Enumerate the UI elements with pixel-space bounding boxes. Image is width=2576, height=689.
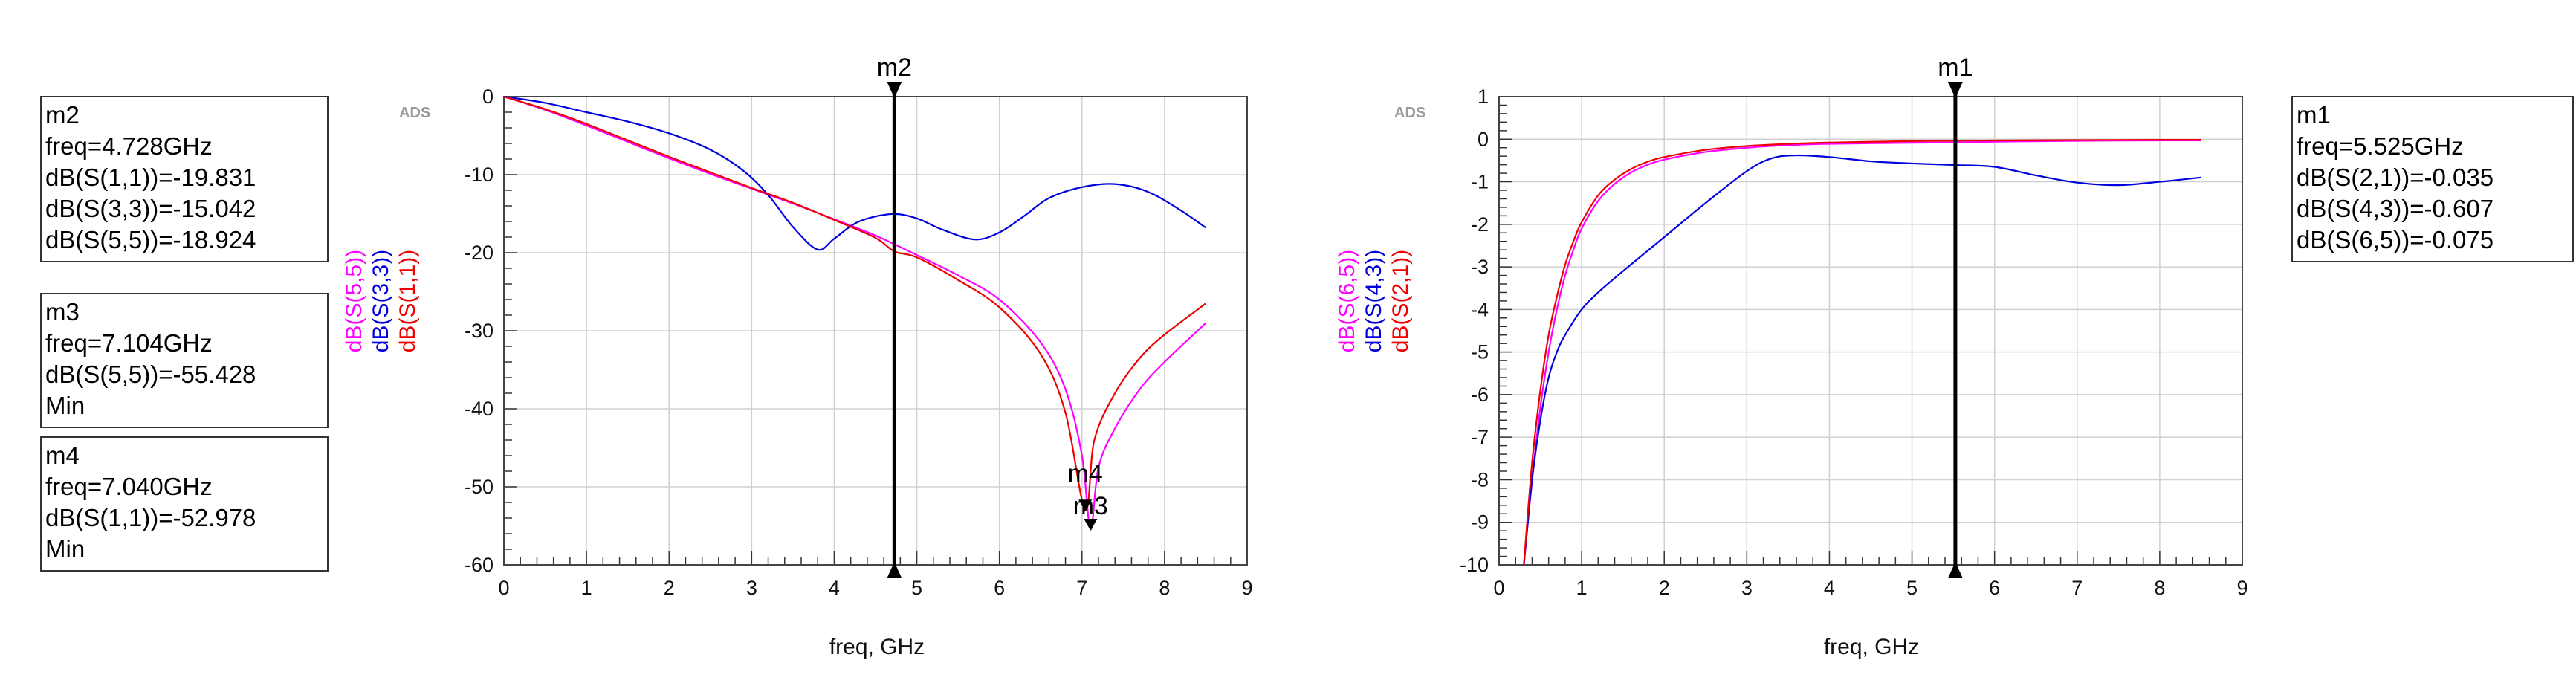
y-tick-label: -10 <box>1460 554 1489 576</box>
y-tick-label: -50 <box>465 476 493 498</box>
marker-readout-m2: m2 freq=4.728GHz dB(S(1,1))=-19.831 dB(S(3,… <box>40 96 329 262</box>
readout-line: freq=4.728GHz <box>45 132 213 160</box>
y-tick-label: -30 <box>465 320 493 342</box>
marker-handle-bottom[interactable] <box>1947 562 1963 578</box>
readout-line: m1 <box>2297 101 2331 129</box>
x-tick-label: 3 <box>746 577 757 599</box>
legend-entry: dB(S(3,3)) <box>369 250 393 352</box>
x-tick-label: 0 <box>1493 577 1504 599</box>
y-tick-label: -9 <box>1471 511 1489 534</box>
readout-box <box>40 293 329 428</box>
y-tick-label: -4 <box>1471 298 1489 320</box>
y-tick-label: -5 <box>1471 341 1489 363</box>
x-tick-label: 6 <box>994 577 1005 599</box>
marker-readout-m4: m4 freq=7.040GHz dB(S(1,1))=-52.978 Min <box>40 436 329 572</box>
x-tick-label: 9 <box>2236 577 2247 599</box>
x-tick-label: 5 <box>1906 577 1918 599</box>
readout-line: m2 <box>45 101 80 129</box>
legend-entry: dB(S(6,5)) <box>1335 250 1359 352</box>
marker-label: m2 <box>877 54 912 82</box>
readout-line: freq=7.104GHz <box>45 329 213 357</box>
y-tick-label: -20 <box>465 242 493 264</box>
x-tick-label: 4 <box>829 577 840 599</box>
series-line <box>1523 139 2201 566</box>
readout-line: dB(S(4,3))=-0.607 <box>2297 195 2494 222</box>
ads-watermark: ADS <box>1394 105 1425 121</box>
y-tick-label: -40 <box>465 398 493 420</box>
readout-line: dB(S(1,1))=-52.978 <box>45 504 256 531</box>
y-tick-label: 0 <box>482 85 493 108</box>
y-tick-label: -6 <box>1471 384 1489 406</box>
y-tick-label: 1 <box>1478 85 1489 108</box>
marker-label: m4 <box>1068 459 1103 488</box>
series-line <box>504 95 1207 531</box>
readout-line: freq=5.525GHz <box>2297 132 2464 160</box>
plot-grid <box>1499 97 2242 565</box>
y-tick-label: -60 <box>465 554 493 576</box>
readout-line: Min <box>45 535 85 563</box>
marker-label: m1 <box>1938 54 1973 82</box>
ads-watermark: ADS <box>399 105 430 121</box>
readout-line: dB(S(5,5))=-18.924 <box>45 226 256 253</box>
x-axis-label: freq, GHz <box>829 635 925 659</box>
x-tick-label: 0 <box>498 577 509 599</box>
x-tick-label: 7 <box>1076 577 1087 599</box>
y-tick-label: -10 <box>465 164 493 186</box>
y-tick-label: -3 <box>1471 256 1489 278</box>
y-tick-label: -8 <box>1471 468 1489 491</box>
y-tick-label: -2 <box>1471 213 1489 236</box>
readout-line: m3 <box>45 298 80 326</box>
legend-entry: dB(S(4,3)) <box>1362 250 1386 352</box>
marker-readout-m3: m3 freq=7.104GHz dB(S(5,5))=-55.428 Min <box>40 293 329 428</box>
marker-label: m3 <box>1073 492 1108 520</box>
readout-line: dB(S(3,3))=-15.042 <box>45 195 256 222</box>
legend-entry: dB(S(5,5)) <box>342 250 366 352</box>
marker-handle-bottom[interactable] <box>887 562 902 578</box>
x-tick-label: 6 <box>1989 577 2000 599</box>
series-line <box>504 95 1207 511</box>
readout-line: m4 <box>45 441 80 469</box>
marker-point[interactable] <box>1078 499 1093 512</box>
x-axis-label: freq, GHz <box>1824 635 1919 659</box>
y-tick-label: -1 <box>1471 171 1489 193</box>
plot-grid <box>504 97 1247 565</box>
readout-line: dB(S(5,5))=-55.428 <box>45 360 256 388</box>
readout-box <box>40 96 329 262</box>
x-tick-label: 4 <box>1824 577 1835 599</box>
legend-entry: dB(S(2,1)) <box>1388 250 1413 352</box>
readout-line: freq=7.040GHz <box>45 473 213 500</box>
minor-ticks <box>1498 96 2243 566</box>
x-tick-label: 2 <box>664 577 675 599</box>
readout-line: dB(S(1,1))=-19.831 <box>45 164 256 191</box>
marker-handle-top[interactable] <box>887 82 902 98</box>
x-tick-label: 1 <box>581 577 592 599</box>
x-tick-label: 2 <box>1659 577 1670 599</box>
readout-line: dB(S(2,1))=-0.035 <box>2297 164 2494 191</box>
y-tick-label: -7 <box>1471 426 1489 448</box>
marker-handle-top[interactable] <box>1947 82 1963 98</box>
x-tick-label: 3 <box>1741 577 1753 599</box>
marker-readout-m1: m1 freq=5.525GHz dB(S(2,1))=-0.035 dB(S(4,3… <box>2291 96 2574 262</box>
series-line <box>1523 154 2201 566</box>
legend-entry: dB(S(1,1)) <box>395 250 420 352</box>
readout-box <box>40 436 329 572</box>
x-tick-label: 1 <box>1576 577 1588 599</box>
x-tick-label: 9 <box>1241 577 1252 599</box>
x-tick-label: 8 <box>1159 577 1170 599</box>
series-line <box>1523 139 2201 566</box>
readout-box <box>2291 96 2574 262</box>
x-tick-label: 8 <box>2154 577 2165 599</box>
marker-point[interactable] <box>1084 518 1098 531</box>
plot-frame <box>503 96 1248 566</box>
readout-line: Min <box>45 392 85 419</box>
x-tick-label: 5 <box>911 577 922 599</box>
chart-1: ADS 0 1 2 3 4 5 6 7 8 9 0 -10 -20 -30 -40 -50 -60 freq, GH… <box>342 54 1253 659</box>
series-line <box>504 95 1207 251</box>
readout-line: dB(S(6,5))=-0.075 <box>2297 226 2494 253</box>
x-tick-label: 7 <box>2071 577 2083 599</box>
plot-frame <box>1498 96 2243 566</box>
y-tick-label: 0 <box>1478 128 1489 150</box>
